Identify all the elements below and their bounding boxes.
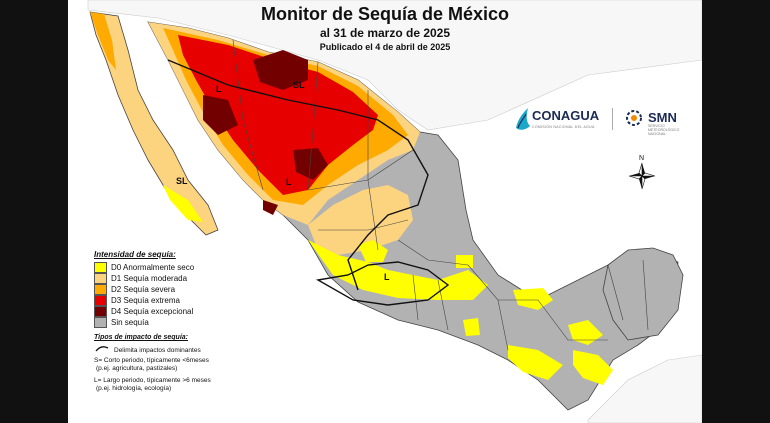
legend-swatch-d3	[94, 294, 107, 306]
baja-california	[89, 11, 219, 236]
legend-swatch-no-drought	[94, 316, 107, 328]
baja-north-d2	[90, 12, 116, 70]
north-d3-zone	[178, 35, 378, 195]
legend-label-d4: D4 Sequía excepcional	[111, 306, 194, 316]
impact-short-term: S= Corto periodo, típicamente <6meses	[94, 357, 209, 364]
map-published-line: Publicado el 4 de abril de 2025	[319, 42, 451, 52]
map-date-line: al 31 de marzo de 2025	[319, 26, 451, 40]
right-black-bar	[702, 0, 770, 423]
legend-swatch-d2	[94, 283, 107, 295]
d0-michoacan	[463, 318, 480, 336]
drought-map-panel: SL L L SL L N	[68, 0, 702, 423]
legend-swatch-d1	[94, 272, 107, 284]
d4-durango	[293, 148, 328, 180]
legend-item-d3: D3 Sequía extrema	[94, 294, 180, 306]
legend-label-d3: D3 Sequía extrema	[111, 295, 180, 305]
conagua-logo-text: CONAGUA	[532, 108, 600, 123]
legend-swatch-d0	[94, 261, 107, 273]
impact-legend-heading: Tipos de impacto de sequía:	[94, 334, 189, 341]
compass-icon: N	[628, 155, 656, 190]
smn-logo-subtext: SERVICIO METEOROLÓGICO NACIONAL	[648, 124, 680, 136]
impact-boundary-north	[167, 59, 429, 291]
d0-veracruz	[456, 255, 473, 268]
d0-chiapas-north	[568, 320, 603, 345]
conagua-logo-subtext: COMISIÓN NACIONAL DEL AGUA	[532, 125, 595, 129]
d0-chiapas	[573, 350, 613, 385]
map-label-sl-baja: SL	[176, 176, 188, 186]
logo-divider	[612, 108, 613, 130]
impact-long-term-example: (p.ej. hidrología, ecología)	[96, 385, 172, 392]
impact-short-term-example: (p.ej. agricultura, pastizales)	[96, 365, 178, 372]
d4-sinaloa	[263, 200, 278, 215]
map-label-l-northwest: L	[216, 84, 222, 94]
central-d0-zone	[308, 240, 488, 300]
impact-long-term: L= Largo periodo, típicamente >6 meses	[94, 377, 211, 384]
central-america-landmass	[587, 354, 702, 423]
legend-heading: Intensidad de sequía:	[94, 250, 176, 259]
legend-swatch-d4	[94, 305, 107, 317]
legend-item-d2: D2 Sequía severa	[94, 283, 176, 295]
d0-oaxaca	[513, 288, 553, 310]
legend-label-d0: D0 Anormalmente seco	[111, 262, 195, 272]
baja-south-d0	[163, 185, 203, 222]
legend-item-d1: D1 Sequía moderada	[94, 272, 188, 284]
usa-landmass	[87, 0, 702, 131]
legend-label-no-drought: Sin sequía	[111, 317, 149, 327]
impact-line-icon	[95, 346, 109, 352]
impact-boundary-central	[315, 261, 450, 306]
conagua-logo-icon	[516, 108, 530, 130]
yucatan-peninsula	[602, 247, 684, 341]
d4-sonora-chihuahua	[253, 50, 308, 90]
impact-line-label: Delimita impactos dominantes	[114, 347, 201, 354]
state-borders	[232, 39, 649, 351]
bajio-d0	[358, 240, 388, 262]
map-title: Monitor de Sequía de México	[260, 4, 510, 24]
compass-north-label: N	[639, 155, 644, 162]
legend-label-d1: D1 Sequía moderada	[111, 273, 188, 283]
left-black-bar	[0, 0, 68, 423]
smn-logo-text: SMN	[648, 110, 677, 125]
legend-item-d4: D4 Sequía excepcional	[94, 305, 194, 317]
legend-item-no-drought: Sin sequía	[94, 316, 149, 328]
legend-item-d0: D0 Anormalmente seco	[94, 261, 195, 273]
legend-label-d2: D2 Sequía severa	[111, 284, 176, 294]
smn-logo-icon	[626, 110, 642, 126]
d4-sonora-south	[203, 95, 238, 135]
map-label-l-center-north: L	[286, 177, 292, 187]
d0-oaxaca-coast	[508, 345, 563, 380]
mexico-map: SL L L SL L N	[87, 0, 702, 423]
map-label-sl-north: SL	[293, 80, 305, 90]
map-label-l-center: L	[384, 272, 390, 282]
central-d1-zone	[308, 185, 413, 255]
